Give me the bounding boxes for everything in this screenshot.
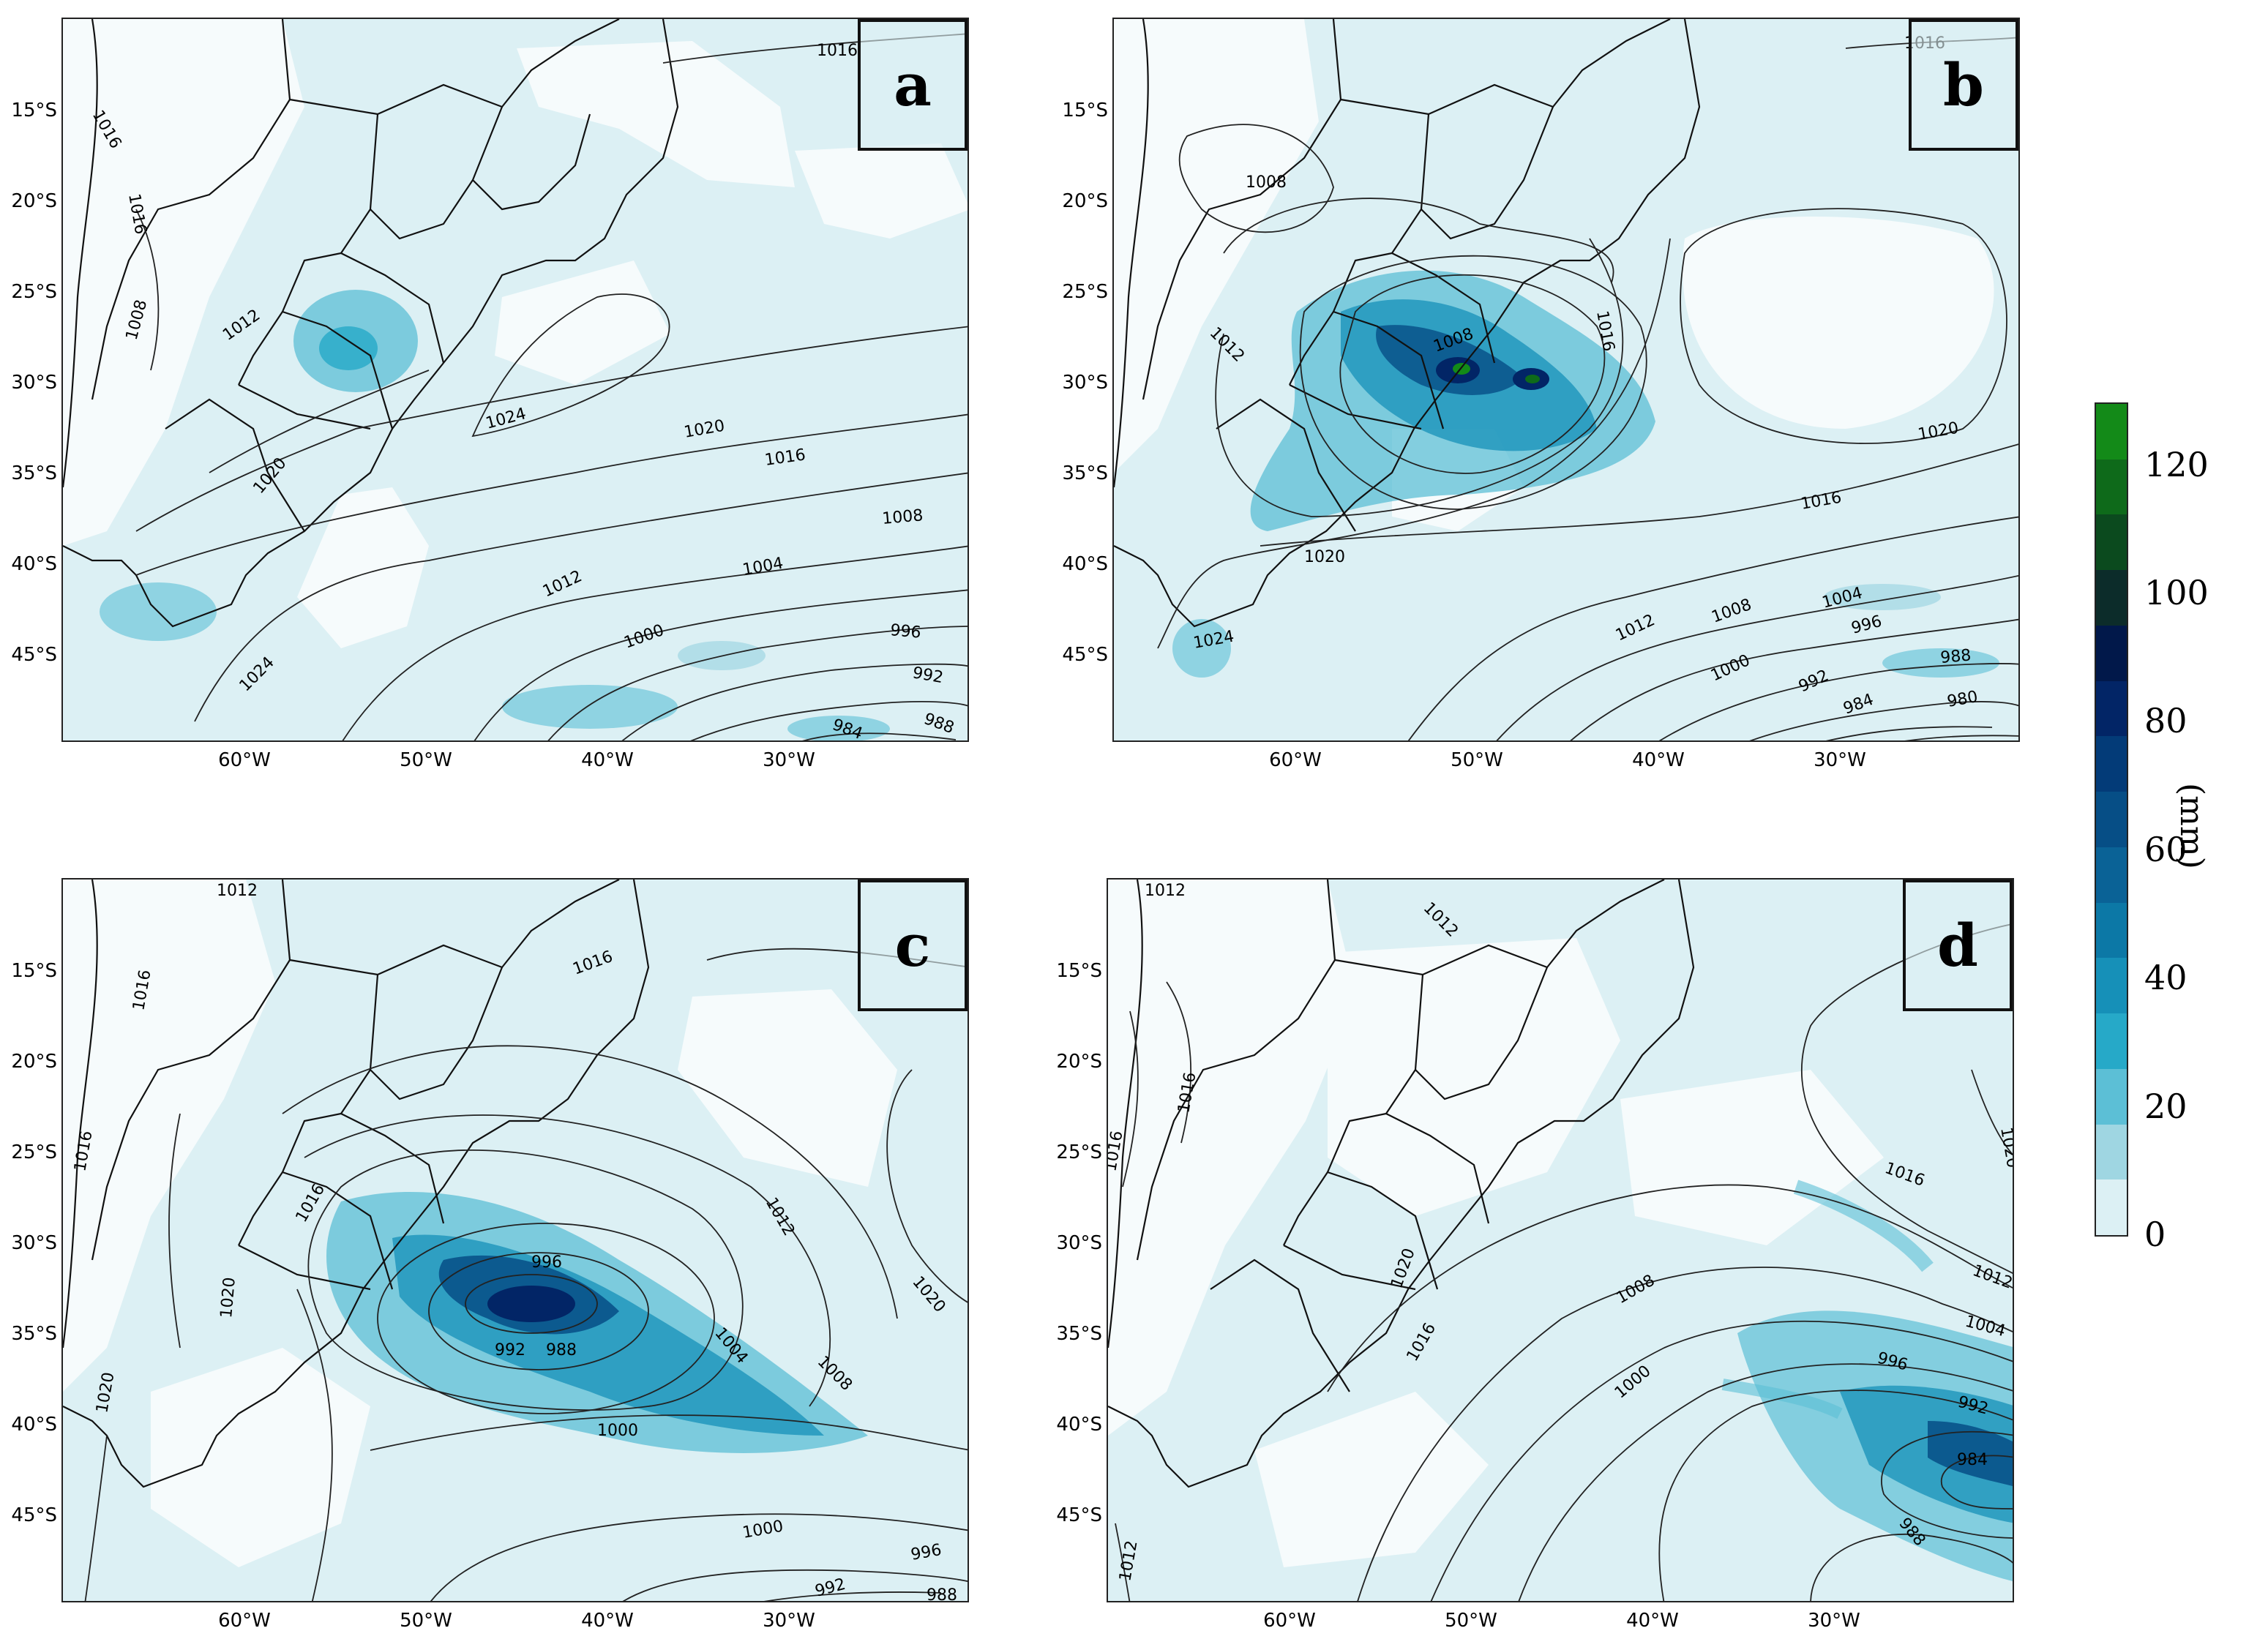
longitude-label: 50°W <box>1451 749 1503 771</box>
longitude-label: 60°W <box>218 749 271 771</box>
latitude-label: 45°S <box>1056 1504 1102 1526</box>
colorbar-segment <box>2096 736 2127 792</box>
panel-d: 1012 1012 1016 1016 1016 1020 1020 1016 … <box>1107 878 2014 1602</box>
svg-text:988: 988 <box>927 1586 957 1602</box>
svg-text:984: 984 <box>1957 1451 1988 1469</box>
colorbar-tick-label: 80 <box>2144 701 2187 741</box>
map-panel-a: 1016 1016 1016 1012 1008 1024 1020 1016 … <box>63 19 968 740</box>
latitude-label: 30°S <box>1062 372 1108 394</box>
latitude-label: 30°S <box>11 1232 57 1254</box>
svg-text:996: 996 <box>889 621 921 642</box>
colorbar-tick-label: 40 <box>2144 958 2187 998</box>
svg-text:988: 988 <box>546 1341 577 1359</box>
latitude-label: 35°S <box>1056 1323 1102 1345</box>
colorbar-tick-label: 0 <box>2144 1215 2166 1254</box>
colorbar-segment <box>2096 514 2127 571</box>
colorbar-segment <box>2096 625 2127 681</box>
latitude-label: 40°S <box>1056 1414 1102 1436</box>
latitude-label: 35°S <box>1062 462 1108 484</box>
svg-text:1020: 1020 <box>217 1277 239 1319</box>
longitude-label: 30°W <box>763 1610 815 1632</box>
svg-text:1008: 1008 <box>881 506 924 528</box>
isobar-label: 1016 <box>817 42 858 60</box>
longitude-label: 60°W <box>218 1610 271 1632</box>
latitude-label: 25°S <box>1056 1141 1102 1163</box>
latitude-label: 35°S <box>11 1323 57 1345</box>
latitude-label: 25°S <box>1062 281 1108 303</box>
latitude-label: 20°S <box>1062 190 1108 212</box>
latitude-label: 30°S <box>11 372 57 394</box>
colorbar-segment <box>2096 902 2127 959</box>
longitude-label: 40°W <box>1632 749 1685 771</box>
latitude-label: 15°S <box>1062 100 1108 121</box>
longitude-label: 40°W <box>581 1610 634 1632</box>
colorbar-tick-label: 60 <box>2144 829 2187 869</box>
colorbar-segment <box>2096 1013 2127 1069</box>
svg-text:1020: 1020 <box>1304 548 1345 566</box>
svg-text:992: 992 <box>495 1341 525 1359</box>
panel-letter: c <box>858 879 968 1011</box>
colorbar-segment <box>2096 459 2127 515</box>
colorbar-segment <box>2096 1124 2127 1180</box>
longitude-label: 30°W <box>763 749 815 771</box>
longitude-label: 50°W <box>1445 1610 1497 1632</box>
colorbar-segment <box>2096 792 2127 847</box>
longitude-label: 60°W <box>1269 749 1322 771</box>
latitude-label: 25°S <box>11 281 57 303</box>
map-panel-d: 1012 1012 1016 1016 1016 1020 1020 1016 … <box>1108 879 2013 1601</box>
colorbar-segment <box>2096 1179 2127 1235</box>
latitude-label: 35°S <box>11 462 57 484</box>
longitude-label: 50°W <box>400 749 452 771</box>
svg-text:1000: 1000 <box>597 1422 638 1440</box>
latitude-label: 15°S <box>11 960 57 982</box>
latitude-label: 30°S <box>1056 1232 1102 1254</box>
panel-letter: b <box>1909 19 2018 151</box>
latitude-label: 45°S <box>11 1504 57 1526</box>
svg-text:1008: 1008 <box>1246 173 1287 192</box>
svg-text:1012: 1012 <box>217 882 258 900</box>
colorbar-segment <box>2096 680 2127 737</box>
latitude-label: 20°S <box>1056 1051 1102 1073</box>
colorbar-segment <box>2096 570 2127 626</box>
svg-text:996: 996 <box>531 1253 562 1272</box>
colorbar-tick-label: 20 <box>2144 1086 2187 1126</box>
longitude-label: 30°W <box>1808 1610 1860 1632</box>
colorbar-segment <box>2096 958 2127 1014</box>
colorbar-unit: (mm) <box>2173 783 2210 869</box>
latitude-label: 15°S <box>11 100 57 121</box>
latitude-label: 45°S <box>1062 644 1108 666</box>
svg-text:988: 988 <box>1939 646 1972 667</box>
colorbar-segment <box>2096 1068 2127 1125</box>
map-panel-c: 1012 1016 1016 1016 1016 1012 1020 996 9… <box>63 879 968 1602</box>
latitude-label: 40°S <box>11 1414 57 1436</box>
latitude-label: 15°S <box>1056 960 1102 982</box>
latitude-label: 20°S <box>11 190 57 212</box>
colorbar-tick-label: 100 <box>2144 573 2209 613</box>
longitude-label: 30°W <box>1814 749 1866 771</box>
panel-c: 1012 1016 1016 1016 1016 1012 1020 996 9… <box>61 878 969 1602</box>
panel-b: 1016 1008 1008 1012 1016 1020 1020 1016 … <box>1112 18 2020 742</box>
colorbar-segment <box>2096 847 2127 903</box>
svg-text:1012: 1012 <box>1145 882 1186 900</box>
colorbar-tick-label: 120 <box>2144 444 2209 484</box>
longitude-label: 40°W <box>581 749 634 771</box>
latitude-label: 20°S <box>11 1051 57 1073</box>
longitude-label: 60°W <box>1263 1610 1316 1632</box>
precipitation-colorbar <box>2095 402 2128 1237</box>
latitude-label: 40°S <box>11 553 57 575</box>
colorbar-segment <box>2096 403 2127 460</box>
longitude-label: 40°W <box>1626 1610 1679 1632</box>
panel-letter: d <box>1903 879 2013 1011</box>
latitude-label: 45°S <box>11 644 57 666</box>
panel-letter: a <box>858 19 968 151</box>
latitude-label: 40°S <box>1062 553 1108 575</box>
latitude-label: 25°S <box>11 1141 57 1163</box>
longitude-label: 50°W <box>400 1610 452 1632</box>
panel-a: 1016 1016 1016 1012 1008 1024 1020 1016 … <box>61 18 969 742</box>
map-panel-b: 1016 1008 1008 1012 1016 1020 1020 1016 … <box>1114 19 2018 740</box>
